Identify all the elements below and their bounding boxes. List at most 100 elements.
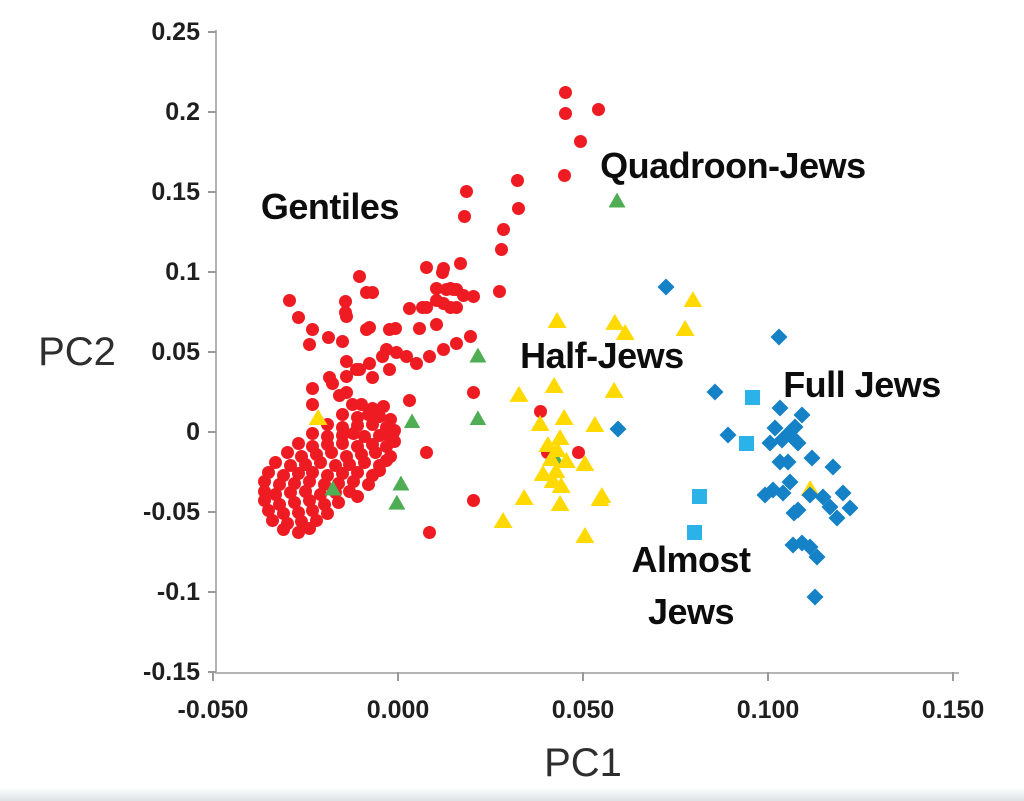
y-tick-label: 0.1 (165, 258, 200, 286)
data-point-gentiles (366, 371, 380, 385)
data-point-gentiles (326, 376, 340, 390)
data-point-quadroon-jews (469, 410, 487, 426)
data-point-gentiles (332, 495, 346, 509)
data-point-gentiles (463, 330, 477, 344)
data-point-half-jews (514, 488, 534, 505)
x-axis-tick (952, 672, 954, 681)
data-point-gentiles (365, 417, 379, 431)
data-point-gentiles (340, 370, 354, 384)
data-point-almost-jews (744, 390, 760, 406)
data-point-gentiles (353, 270, 367, 284)
data-point-half-jews (547, 312, 567, 328)
data-point-gentiles (435, 266, 449, 280)
data-point-gentiles (360, 323, 374, 337)
data-point-full-jews (803, 449, 821, 467)
data-point-gentiles (306, 323, 320, 337)
y-tick-label: 0.15 (151, 178, 200, 206)
data-point-gentiles (383, 363, 397, 377)
y-tick-label: 0.25 (151, 18, 200, 46)
data-point-gentiles (492, 284, 506, 298)
data-point-gentiles (466, 290, 480, 304)
data-point-gentiles (413, 321, 427, 335)
data-point-gentiles (592, 103, 606, 117)
data-point-gentiles (380, 454, 394, 468)
data-point-gentiles (363, 356, 377, 370)
data-point-gentiles (420, 446, 434, 460)
y-tick-label: 0.05 (151, 338, 200, 366)
data-point-gentiles (510, 174, 524, 188)
data-point-half-jews (585, 416, 605, 432)
cluster-label: Quadroon-Jews (600, 144, 866, 186)
data-point-almost-jews (739, 435, 755, 451)
data-point-gentiles (420, 260, 434, 274)
data-point-gentiles (450, 336, 464, 350)
data-point-quadroon-jews (392, 475, 410, 491)
data-point-gentiles (458, 209, 472, 223)
data-point-gentiles (467, 385, 481, 399)
data-point-gentiles (359, 285, 373, 299)
data-point-gentiles (350, 489, 364, 503)
data-point-gentiles (280, 446, 294, 460)
data-point-gentiles (336, 407, 349, 421)
y-axis-tick (208, 191, 216, 193)
data-point-gentiles (453, 256, 467, 270)
data-point-gentiles (459, 184, 473, 198)
data-point-half-jews (592, 487, 612, 504)
y-axis-tick (208, 591, 216, 593)
data-point-half-jews (550, 428, 570, 445)
data-point-gentiles (283, 293, 297, 307)
data-point-gentiles (340, 355, 354, 369)
cluster-label: Half-Jews (520, 335, 684, 376)
y-tick-label: -0.1 (156, 578, 200, 606)
data-point-gentiles (497, 223, 511, 237)
data-point-gentiles (495, 243, 509, 257)
data-point-gentiles (440, 283, 454, 297)
data-point-half-jews (308, 408, 328, 425)
data-point-half-jews (605, 313, 625, 330)
y-tick-label: -0.05 (143, 498, 200, 526)
data-point-gentiles (306, 427, 320, 441)
data-point-full-jews (719, 426, 737, 444)
data-point-gentiles (423, 350, 437, 364)
data-point-gentiles (559, 85, 573, 99)
x-axis-tick (212, 672, 214, 681)
data-point-gentiles (450, 283, 464, 297)
data-point-half-jews (683, 291, 703, 308)
cluster-label: Gentiles (260, 186, 400, 228)
data-point-gentiles (336, 436, 349, 450)
x-axis-tick (397, 672, 399, 681)
data-point-gentiles (573, 135, 587, 149)
data-point-gentiles (534, 404, 548, 418)
y-tick-label: 0.2 (165, 98, 200, 126)
data-point-gentiles (559, 107, 573, 121)
data-point-gentiles (321, 507, 335, 521)
y-axis-tick (208, 31, 216, 33)
data-point-gentiles (347, 427, 361, 441)
data-point-half-jews (509, 385, 529, 402)
data-point-gentiles (450, 300, 464, 314)
x-axis-tick (767, 672, 769, 681)
data-point-gentiles (361, 478, 375, 492)
data-point-gentiles (306, 398, 320, 412)
data-point-almost-jews (686, 524, 702, 540)
data-point-half-jews (604, 381, 624, 398)
data-point-half-jews (530, 415, 550, 432)
data-point-gentiles (336, 335, 350, 349)
data-point-gentiles (512, 201, 526, 215)
x-tick-label: 0.000 (366, 696, 430, 724)
data-point-gentiles (350, 363, 364, 377)
data-point-gentiles (400, 350, 414, 364)
data-point-gentiles (302, 521, 316, 535)
data-point-gentiles (313, 455, 327, 469)
data-point-quadroon-jews (403, 413, 421, 429)
data-point-gentiles (390, 345, 404, 359)
data-point-gentiles (269, 455, 283, 469)
data-point-half-jews (493, 512, 513, 528)
data-point-gentiles (358, 455, 372, 469)
data-point-gentiles (291, 436, 305, 450)
data-point-gentiles (388, 321, 402, 335)
data-point-quadroon-jews (388, 494, 406, 510)
data-point-half-jews (550, 495, 570, 512)
data-point-gentiles (572, 446, 586, 460)
data-point-gentiles (369, 446, 383, 460)
